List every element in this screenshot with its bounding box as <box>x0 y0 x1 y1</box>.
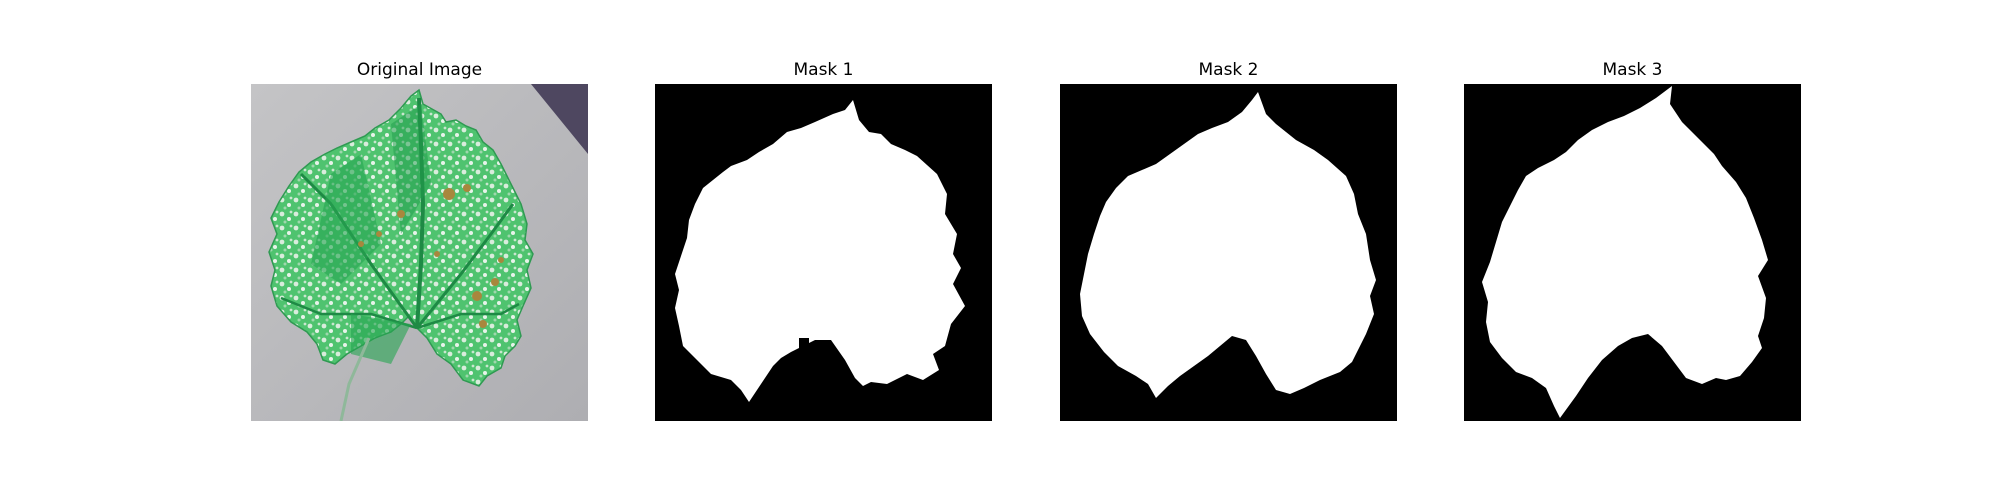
leaf-shade-center <box>391 104 431 234</box>
mask-1-image <box>655 84 992 421</box>
mask-3-leaf-shape <box>1482 86 1768 418</box>
mask-1-title: Mask 1 <box>793 60 854 80</box>
leaf-lesions <box>358 184 504 328</box>
mask-2-image <box>1060 84 1397 421</box>
mask-2-title: Mask 2 <box>1198 60 1259 80</box>
mask-3-image <box>1464 84 1801 421</box>
mask-3-title: Mask 3 <box>1602 60 1663 80</box>
leaf-vein-right <box>415 203 515 329</box>
leaf-vein-lower-left <box>280 296 418 330</box>
original-image-title: Original Image <box>356 60 483 80</box>
leaf-shade-left <box>311 154 381 284</box>
mask-3-panel: Mask 3 <box>1464 0 1801 500</box>
mask-1-leaf-shape <box>675 100 965 402</box>
original-leaf-photo <box>251 84 588 421</box>
background-corner-object <box>531 84 588 154</box>
mask-1-panel: Mask 1 <box>655 0 992 500</box>
leaf-stem <box>339 337 371 421</box>
original-image-panel: Original Image <box>251 0 588 500</box>
mask-1-speck <box>799 338 809 348</box>
leaf-vein-lower-right <box>416 302 520 330</box>
leaf-shade-lower <box>351 314 411 364</box>
mask-2-leaf-shape <box>1080 92 1376 398</box>
mask-2-panel: Mask 2 <box>1060 0 1397 500</box>
